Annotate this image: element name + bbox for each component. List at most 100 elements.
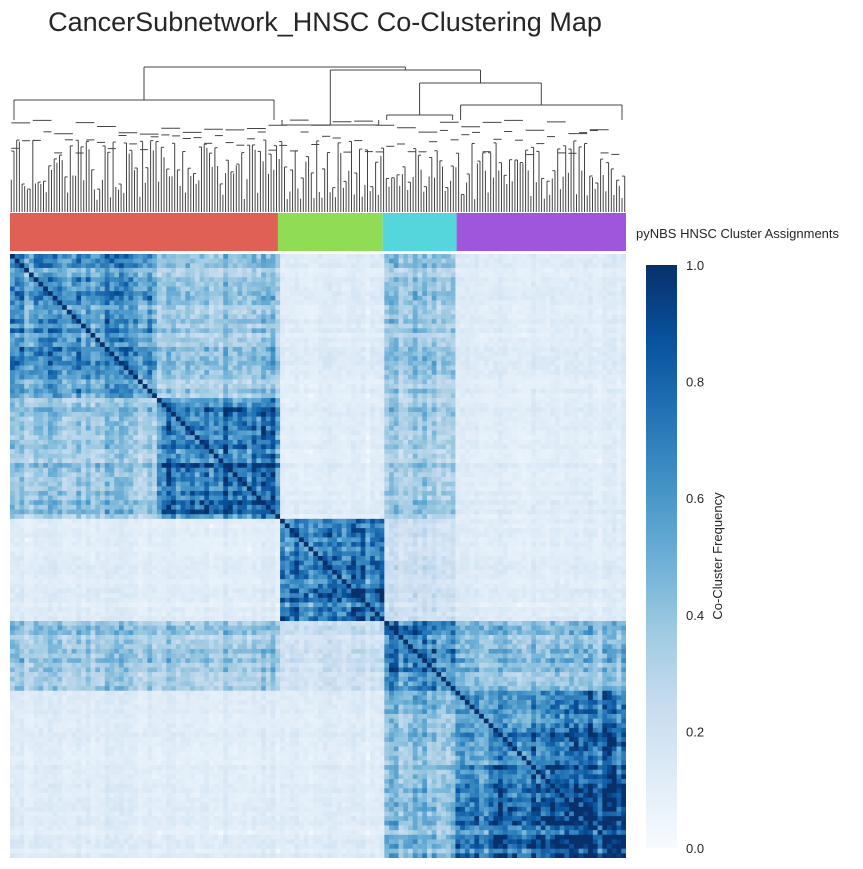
heatmap-cell	[114, 263, 119, 268]
heatmap-cell	[266, 398, 271, 403]
heatmap-cell	[574, 282, 579, 287]
heatmap-cell	[422, 361, 427, 366]
heatmap-cell	[413, 389, 418, 394]
heatmap-cell	[294, 291, 299, 296]
heatmap-cell	[228, 328, 233, 333]
heatmap-cell	[242, 352, 247, 357]
heatmap-cell	[138, 403, 143, 408]
heatmap-cell	[579, 277, 584, 282]
heatmap-cell	[598, 328, 603, 333]
heatmap-cell	[171, 296, 176, 301]
heatmap-cell	[564, 370, 569, 375]
heatmap-cell	[484, 370, 489, 375]
heatmap-cell	[408, 375, 413, 380]
heatmap-cell	[564, 296, 569, 301]
heatmap-cell	[57, 338, 62, 343]
heatmap-cell	[612, 352, 617, 357]
heatmap-cell	[285, 393, 290, 398]
heatmap-cell	[399, 333, 404, 338]
heatmap-cell	[394, 366, 399, 371]
heatmap-cell	[67, 412, 72, 417]
heatmap-cell	[384, 412, 389, 417]
heatmap-cell	[304, 263, 309, 268]
heatmap-cell	[522, 366, 527, 371]
heatmap-cell	[536, 310, 541, 315]
heatmap-cell	[200, 366, 205, 371]
heatmap-cell	[299, 314, 304, 319]
heatmap-cell	[214, 352, 219, 357]
heatmap-cell	[309, 366, 314, 371]
heatmap-cell	[536, 268, 541, 273]
heatmap-cell	[57, 393, 62, 398]
heatmap-cell	[19, 356, 24, 361]
heatmap-cell	[593, 384, 598, 389]
heatmap-cell	[185, 305, 190, 310]
heatmap-cell	[380, 338, 385, 343]
heatmap-cell	[351, 370, 356, 375]
heatmap-cell	[451, 300, 456, 305]
heatmap-cell	[195, 268, 200, 273]
heatmap-cell	[427, 361, 432, 366]
heatmap-cell	[498, 296, 503, 301]
heatmap-cell	[162, 366, 167, 371]
heatmap-cell	[133, 305, 138, 310]
heatmap-cell	[474, 263, 479, 268]
heatmap-cell	[617, 361, 622, 366]
heatmap-cell	[185, 277, 190, 282]
heatmap-cell	[81, 370, 86, 375]
heatmap-cell	[422, 333, 427, 338]
heatmap-cell	[147, 338, 152, 343]
heatmap-cell	[38, 398, 43, 403]
heatmap-cell	[294, 370, 299, 375]
heatmap-cell	[617, 319, 622, 324]
heatmap-cell	[76, 263, 81, 268]
heatmap-cell	[574, 352, 579, 357]
heatmap-cell	[313, 370, 318, 375]
heatmap-cell	[218, 370, 223, 375]
heatmap-cell	[337, 393, 342, 398]
heatmap-cell	[512, 352, 517, 357]
heatmap-cell	[489, 300, 494, 305]
heatmap-cell	[15, 412, 20, 417]
heatmap-cell	[418, 268, 423, 273]
heatmap-cell	[43, 370, 48, 375]
heatmap-cell	[290, 403, 295, 408]
heatmap-cell	[218, 356, 223, 361]
heatmap-cell	[413, 287, 418, 292]
heatmap-cell	[261, 403, 266, 408]
heatmap-cell	[522, 361, 527, 366]
heatmap-cell	[62, 384, 67, 389]
heatmap-cell	[375, 407, 380, 412]
heatmap-cell	[489, 366, 494, 371]
heatmap-cell	[48, 277, 53, 282]
heatmap-cell	[351, 366, 356, 371]
heatmap-cell	[299, 352, 304, 357]
heatmap-cell	[498, 389, 503, 394]
heatmap-cell	[489, 403, 494, 408]
heatmap-cell	[91, 379, 96, 384]
heatmap-cell	[470, 282, 475, 287]
heatmap-cell	[143, 412, 148, 417]
heatmap-cell	[294, 319, 299, 324]
heatmap-cell	[460, 393, 465, 398]
heatmap-cell	[432, 384, 437, 389]
heatmap-cell	[91, 389, 96, 394]
heatmap-cell	[43, 277, 48, 282]
heatmap-cell	[43, 379, 48, 384]
heatmap-cell	[48, 282, 53, 287]
heatmap-cell	[541, 384, 546, 389]
heatmap-cell	[593, 393, 598, 398]
heatmap-cell	[53, 375, 58, 380]
heatmap-cell	[427, 379, 432, 384]
heatmap-cell	[218, 291, 223, 296]
heatmap-cell	[346, 412, 351, 417]
heatmap-cell	[190, 254, 195, 259]
heatmap-cell	[361, 314, 366, 319]
heatmap-cell	[531, 259, 536, 264]
heatmap-cell	[313, 291, 318, 296]
heatmap-cell	[479, 259, 484, 264]
heatmap-cell	[351, 305, 356, 310]
heatmap-cell	[53, 268, 58, 273]
heatmap-cell	[602, 254, 607, 259]
heatmap-cell	[57, 314, 62, 319]
